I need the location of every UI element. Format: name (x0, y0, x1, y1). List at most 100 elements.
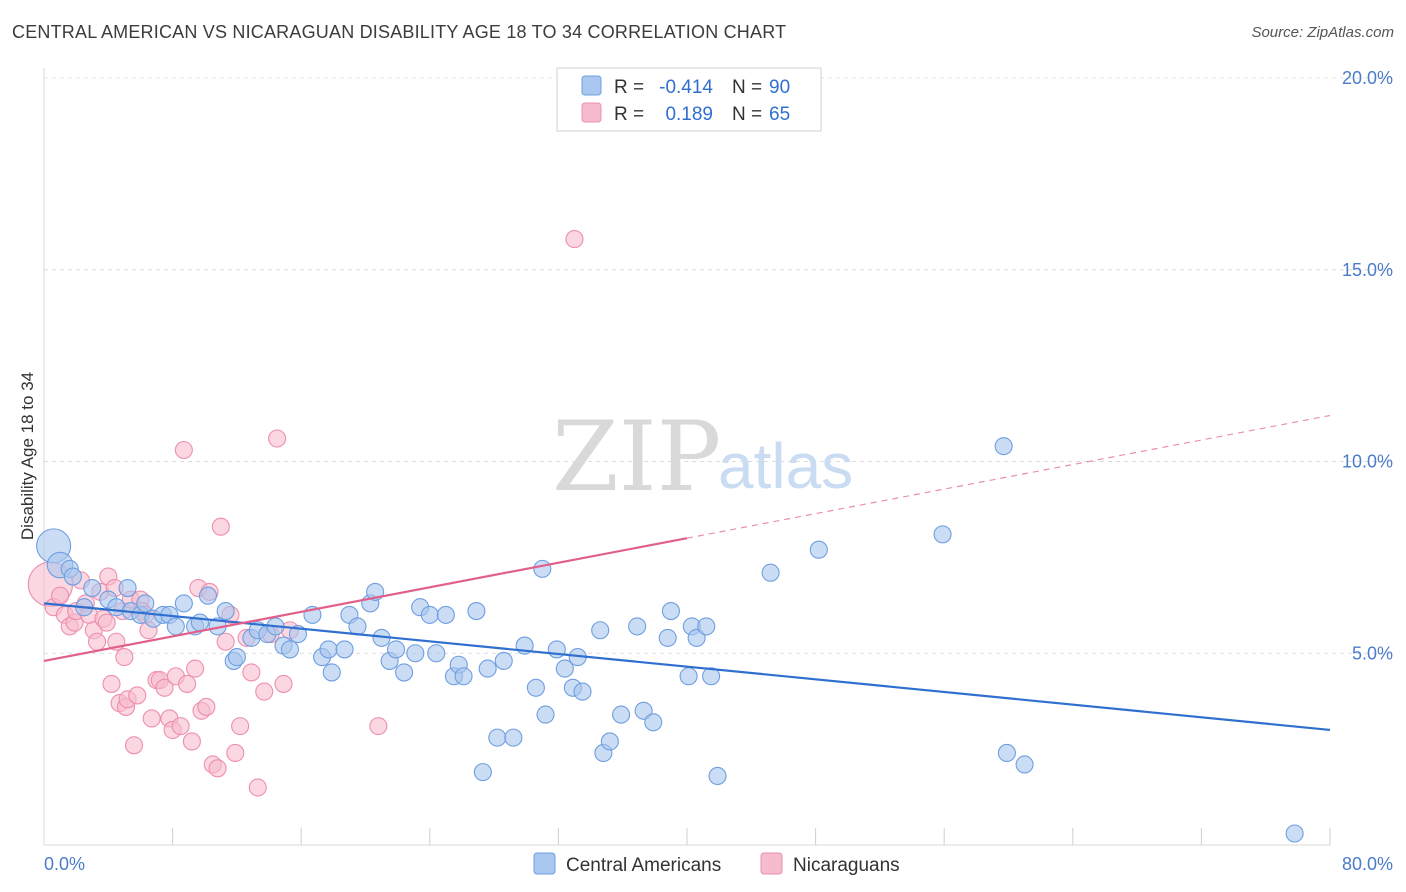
data-point (994, 437, 1013, 456)
legend-n-label-nicaraguan: N = (732, 104, 762, 125)
legend-r-label-central: R = (614, 77, 644, 98)
data-point (565, 230, 584, 249)
data-point (761, 563, 780, 582)
data-point (128, 686, 147, 705)
data-point (809, 540, 828, 559)
data-point (467, 602, 486, 621)
data-point (171, 717, 190, 736)
data-point (1285, 824, 1304, 843)
data-point (504, 728, 523, 747)
data-point (661, 602, 680, 621)
x-tick-labels: 0.0% 80.0% (44, 854, 1393, 874)
data-point (420, 605, 439, 624)
data-point (198, 586, 218, 605)
data-point (63, 567, 82, 586)
data-point (478, 659, 497, 678)
data-point (136, 594, 155, 613)
data-point (600, 732, 619, 751)
watermark-zip: ZIP (552, 401, 721, 513)
data-point (386, 640, 406, 659)
data-point (933, 525, 952, 544)
data-point (102, 674, 121, 693)
data-point (166, 617, 185, 636)
legend-swatch-nicaraguan (581, 102, 602, 123)
y-tick-label: 20.0% (1342, 68, 1393, 88)
data-point (612, 705, 631, 724)
data-point (1015, 755, 1034, 774)
data-point (628, 617, 647, 636)
data-point (427, 644, 446, 663)
legend-bottom: Central Americans Nicaraguans (533, 852, 900, 876)
trend-line-central-americans (43, 602, 1331, 732)
data-point (174, 440, 193, 460)
data-point (536, 705, 555, 724)
y-axis-title: Disability Age 18 to 34 (18, 372, 37, 540)
data-point (533, 559, 552, 578)
data-point (226, 743, 245, 763)
data-point (231, 717, 250, 736)
legend-r-label-nicaraguan: R = (614, 104, 644, 125)
data-point (473, 763, 492, 782)
data-point (211, 517, 230, 536)
data-point (406, 644, 425, 663)
trend-line-nicaraguans (43, 537, 688, 663)
data-point (182, 732, 201, 751)
data-point (348, 617, 367, 636)
legend-n-value-central: 90 (769, 77, 790, 98)
data-point (248, 778, 267, 797)
data-point (591, 621, 610, 640)
legend-r-value-central: -0.414 (659, 77, 713, 98)
data-point (679, 667, 698, 686)
data-point (155, 678, 174, 697)
data-point (124, 736, 144, 755)
data-point (274, 674, 293, 693)
legend-bottom-label-nicaraguan: Nicaraguans (793, 855, 900, 876)
legend-bottom-label-central: Central Americans (566, 855, 721, 876)
y-tick-labels: 5.0% 10.0% 15.0% 20.0% (1342, 68, 1393, 663)
data-point (997, 743, 1016, 763)
data-point (174, 594, 193, 613)
data-point (208, 759, 227, 778)
data-point (227, 648, 246, 667)
data-point (216, 602, 235, 621)
data-point (255, 682, 274, 701)
legend-top: R = -0.414 N = 90 R = 0.189 N = 65 (556, 67, 822, 132)
x-tick-label-max: 80.0% (1342, 854, 1393, 874)
data-point (322, 663, 341, 682)
data-point (87, 632, 107, 651)
data-point (555, 659, 574, 678)
data-point (197, 697, 216, 716)
trend-layer (43, 414, 1331, 732)
data-point (702, 667, 721, 686)
watermark-atlas: atlas (718, 430, 853, 502)
data-point (178, 674, 197, 693)
data-point (186, 659, 205, 678)
data-point (118, 579, 137, 598)
data-point (319, 640, 338, 659)
data-point (494, 651, 513, 670)
legend-swatch-central (581, 75, 602, 96)
legend-bottom-swatch-central (533, 852, 556, 875)
data-point (395, 663, 414, 682)
source-label: Source: ZipAtlas.com (1251, 24, 1394, 41)
data-point (488, 728, 507, 747)
data-point (142, 709, 161, 728)
x-tick-label-min: 0.0% (44, 854, 85, 874)
y-tick-label: 10.0% (1342, 452, 1393, 472)
data-point (526, 678, 545, 697)
data-point (280, 640, 299, 659)
chart-title: CENTRAL AMERICAN VS NICARAGUAN DISABILIT… (12, 22, 787, 42)
y-tick-label: 5.0% (1352, 643, 1393, 663)
series-nicaraguans (27, 230, 584, 797)
data-point (454, 667, 473, 686)
data-point (216, 632, 235, 651)
legend-bottom-swatch-nicaraguan (760, 852, 783, 875)
series-layer (27, 230, 1304, 843)
data-point (51, 586, 70, 605)
data-point (697, 617, 716, 636)
legend-n-value-nicaraguan: 65 (769, 104, 790, 125)
data-point (83, 579, 102, 598)
data-point (644, 713, 663, 732)
legend-r-value-nicaraguan: 0.189 (665, 104, 713, 125)
data-point (97, 613, 116, 632)
